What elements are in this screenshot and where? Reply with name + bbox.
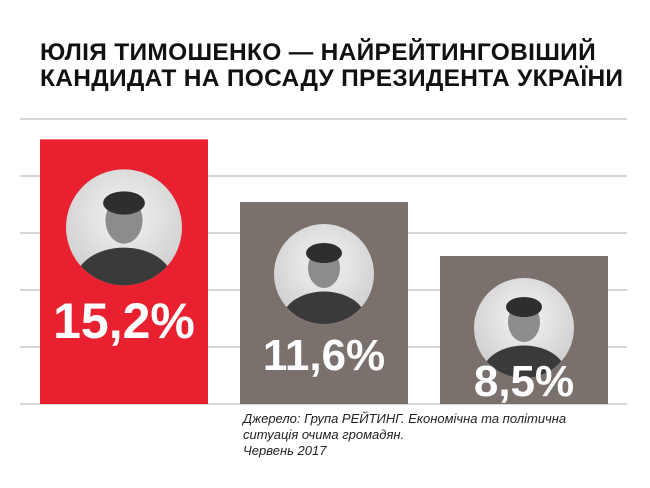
portrait-avatar <box>474 278 574 378</box>
source-line-2: ситуація очима громадян. <box>243 427 405 442</box>
bar-value-label: 11,6% <box>263 331 385 380</box>
chart-title-line-1: ЮЛІЯ ТИМОШЕНКО — НАЙРЕЙТИНГОВІШИЙ <box>40 39 596 66</box>
bars: 15,2% 11,6% 8,5% <box>40 139 608 406</box>
portrait-avatar <box>66 169 182 286</box>
chart-title: ЮЛІЯ ТИМОШЕНКО — НАЙРЕЙТИНГОВІШИЙ КАНДИД… <box>40 40 640 92</box>
bar-group: 11,6% <box>240 202 408 404</box>
bar-value-label: 8,5% <box>474 357 574 406</box>
source-line-3: Червень 2017 <box>243 443 327 458</box>
chart-title-line-2: КАНДИДАТ НА ПОСАДУ ПРЕЗИДЕНТА УКРАЇНИ <box>40 65 624 92</box>
bar-value-label: 15,2% <box>53 293 195 349</box>
bar-group: 15,2% <box>40 139 208 404</box>
portrait-avatar <box>274 224 374 325</box>
source-note: Джерело: Група РЕЙТИНГ. Економічна та по… <box>243 411 643 459</box>
bar-group: 8,5% <box>440 256 608 406</box>
source-line-1: Джерело: Група РЕЙТИНГ. Економічна та по… <box>243 411 567 426</box>
